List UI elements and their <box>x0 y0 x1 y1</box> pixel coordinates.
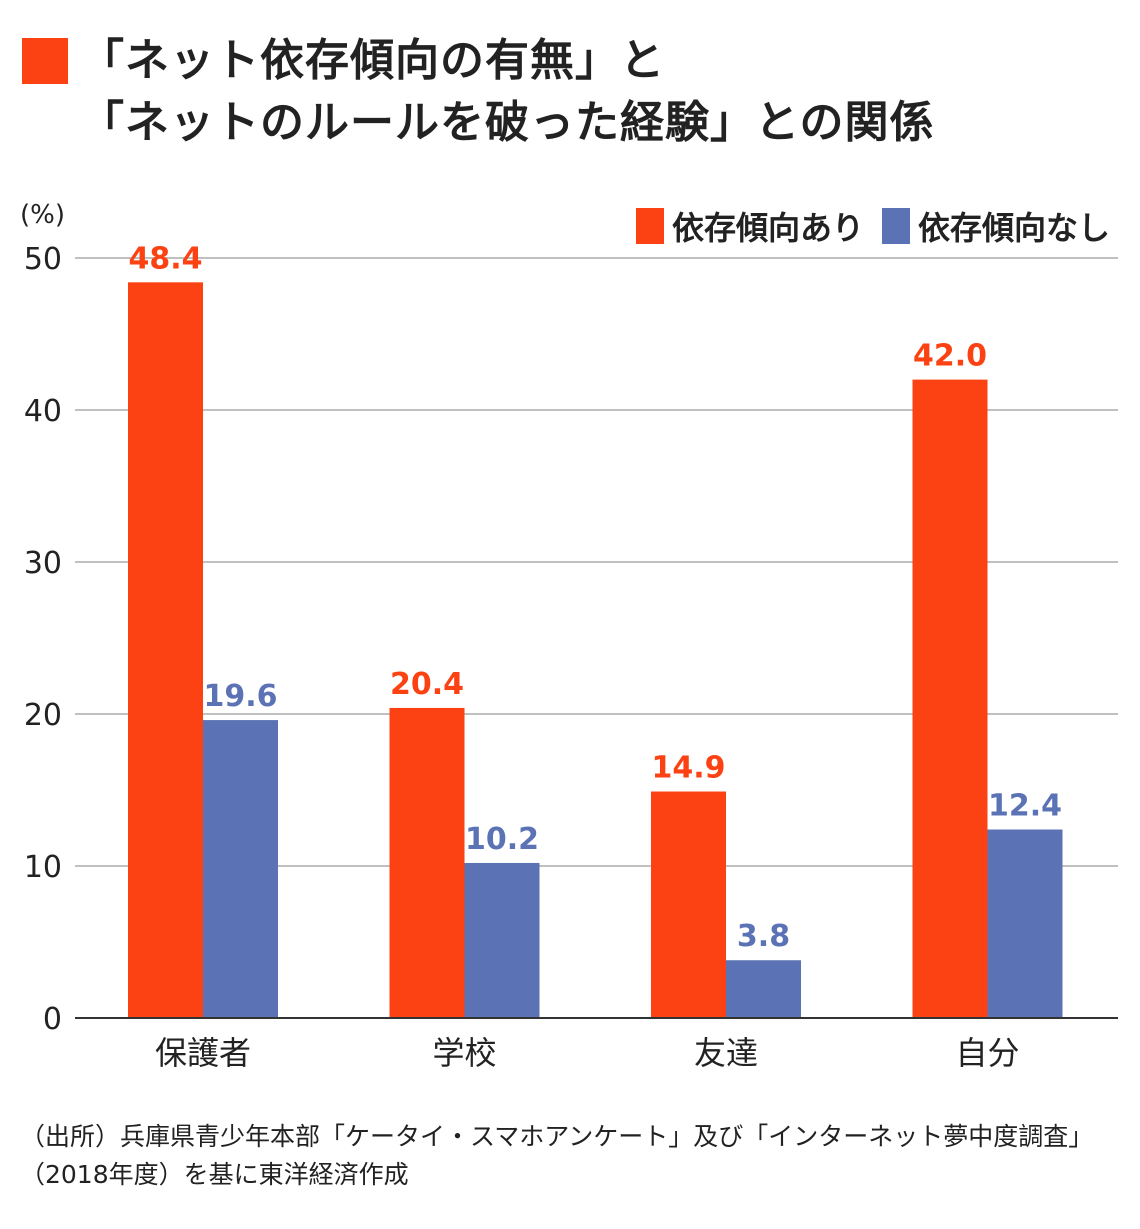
data-label: 12.4 <box>988 789 1062 824</box>
data-label: 10.2 <box>465 822 539 857</box>
data-label: 48.4 <box>128 241 202 276</box>
legend-swatch-dependent <box>635 208 664 244</box>
bar <box>651 791 726 1018</box>
bar <box>203 720 278 1018</box>
bar <box>987 829 1063 1018</box>
title-marker <box>22 38 68 84</box>
y-tick-label: 50 <box>24 242 62 277</box>
data-label: 14.9 <box>651 751 725 786</box>
data-label: 20.4 <box>390 667 464 702</box>
source-note: （出所）兵庫県青少年本部「ケータイ・スマホアンケート」及び「インターネット夢中度… <box>20 1118 1093 1194</box>
y-tick-label: 0 <box>43 1002 62 1037</box>
legend-swatch-not-dependent <box>881 208 910 244</box>
y-tick-label: 40 <box>24 394 62 429</box>
bar <box>726 960 801 1018</box>
data-label: 19.6 <box>203 679 277 714</box>
data-label: 3.8 <box>737 919 790 954</box>
x-tick-label: 保護者 <box>155 1034 251 1072</box>
bar <box>389 707 465 1018</box>
source-line-1: （出所）兵庫県青少年本部「ケータイ・スマホアンケート」及び「インターネット夢中度… <box>20 1122 1094 1151</box>
bar <box>912 379 988 1019</box>
legend-item-not-dependent: 依存傾向なし <box>881 203 1110 249</box>
data-label: 42.0 <box>913 339 987 374</box>
chart-title: 「ネット依存傾向の有無」と 「ネットのルールを破った経験」との関係 <box>80 30 935 154</box>
y-tick-label: 30 <box>24 546 62 581</box>
x-tick-label: 自分 <box>955 1034 1019 1072</box>
chart-title-line-1: 「ネット依存傾向の有無」と <box>80 35 665 86</box>
y-tick-label: 20 <box>24 698 62 733</box>
legend-label-dependent: 依存傾向あり <box>671 209 864 247</box>
y-axis-unit: (%) <box>20 200 65 230</box>
chart-title-line-2: 「ネットのルールを破った経験」との関係 <box>80 97 935 148</box>
legend: 依存傾向あり 依存傾向なし <box>635 203 1110 249</box>
x-tick-label: 学校 <box>432 1034 496 1072</box>
bar <box>128 282 203 1018</box>
legend-label-not-dependent: 依存傾向なし <box>917 209 1110 247</box>
x-tick-label: 友達 <box>694 1034 758 1072</box>
y-tick-label: 10 <box>24 850 62 885</box>
bar <box>464 862 540 1018</box>
legend-item-dependent: 依存傾向あり <box>635 203 864 249</box>
source-line-2: （2018年度）を基に東洋経済作成 <box>20 1160 409 1189</box>
